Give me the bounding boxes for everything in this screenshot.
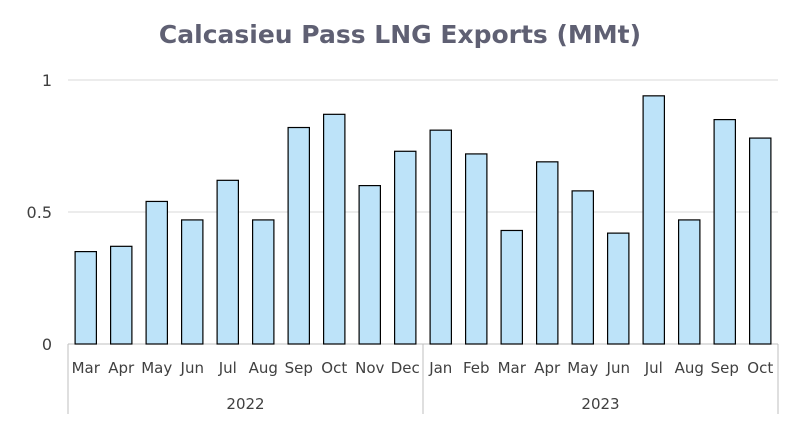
x-tick-label: Aug: [675, 359, 704, 377]
bar: [535, 161, 559, 345]
x-tick-label: Nov: [355, 359, 384, 377]
x-tick-label: Jul: [644, 359, 663, 377]
x-tick-label: Apr: [534, 359, 561, 377]
bar: [465, 153, 488, 345]
x-tick-label: Jun: [606, 359, 630, 377]
bar: [358, 185, 382, 345]
bar-layer: [74, 95, 772, 345]
x-tick-label: Aug: [249, 359, 278, 377]
x-tick-label: Mar: [72, 359, 101, 377]
bar: [429, 129, 453, 345]
bar: [500, 229, 524, 345]
bar: [713, 118, 736, 345]
x-tick-label: Dec: [391, 359, 420, 377]
bar: [748, 137, 772, 345]
bar: [181, 219, 204, 345]
x-tick-label: Sep: [285, 359, 313, 377]
x-tick-label: Mar: [498, 359, 527, 377]
bar: [252, 219, 275, 345]
x-tick-label: Jun: [180, 359, 204, 377]
y-tick-label: 0: [42, 335, 52, 354]
x-tick-label: Sep: [711, 359, 739, 377]
x-tick-label: Jul: [218, 359, 237, 377]
bar: [287, 126, 311, 345]
bar: [642, 95, 665, 345]
bar: [74, 251, 97, 345]
bar: [677, 219, 701, 345]
x-tick-label: Oct: [747, 359, 773, 377]
x-tick-label: May: [141, 359, 172, 377]
y-tick-label: 0.5: [27, 203, 52, 222]
bar: [571, 190, 594, 345]
x-tick-label: Apr: [108, 359, 135, 377]
bar: [606, 232, 630, 345]
bar: [394, 150, 417, 345]
x-tick-label: Jan: [428, 359, 452, 377]
bar: [145, 200, 169, 345]
group-layer: 2022 2023: [226, 344, 620, 414]
bar: [109, 245, 133, 345]
y-tick-label: 1: [42, 71, 52, 90]
group-label: 2022: [226, 395, 264, 413]
x-tick-layer: Mar Apr May Jun Jul Aug Sep Oct Nov Dec Jan Feb Mar A…: [72, 359, 774, 377]
x-tick-label: Feb: [463, 359, 490, 377]
y-tick-layer: 00.51: [27, 71, 52, 354]
chart-title: Calcasieu Pass LNG Exports (MMt): [158, 20, 642, 49]
x-tick-label: Oct: [321, 359, 347, 377]
bar: [323, 113, 346, 345]
bar: [216, 179, 240, 345]
x-tick-label: May: [567, 359, 598, 377]
group-label: 2023: [581, 395, 619, 413]
